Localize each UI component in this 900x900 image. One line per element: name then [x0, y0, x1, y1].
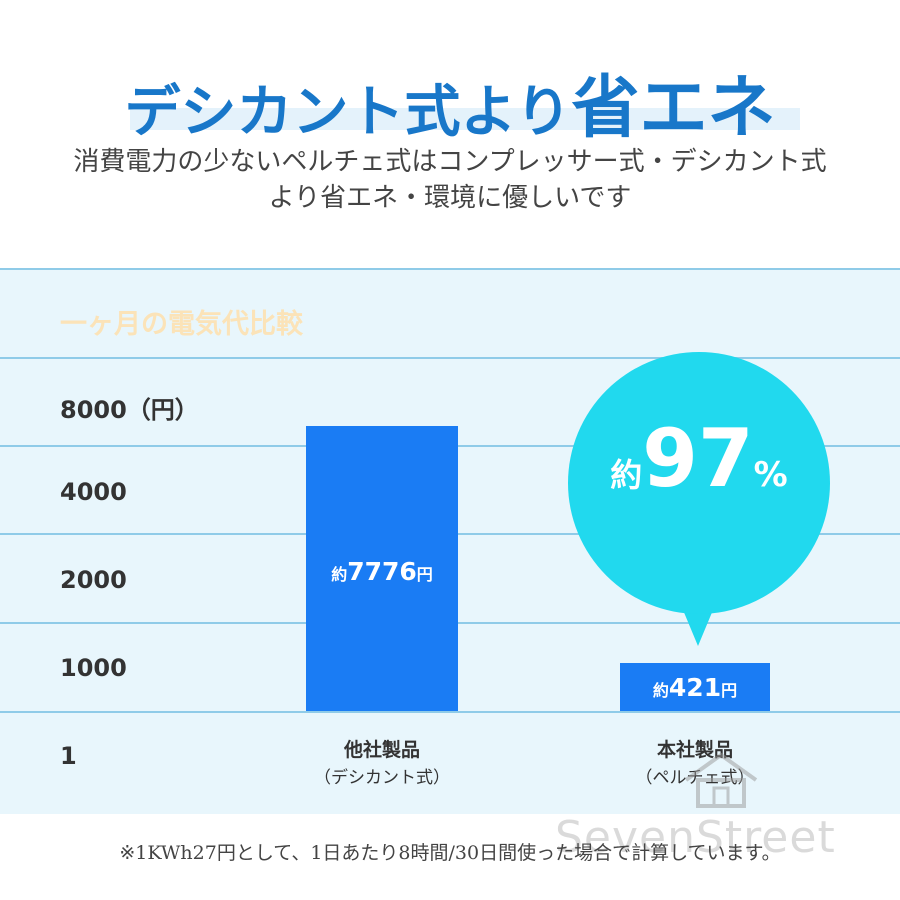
y-tick-label: 4000 [60, 478, 127, 506]
subtitle-line-1: 消費電力の少ないペルチェ式はコンプレッサー式・デシカント式 [73, 147, 827, 177]
value-prefix: 約 [652, 681, 669, 700]
y-tick-label: 2000 [60, 566, 127, 594]
category-name: 他社製品 [343, 739, 420, 761]
gridline [0, 268, 900, 270]
headline-part1: デシカント式より [124, 79, 572, 145]
callout-suffix: % [753, 455, 788, 495]
callout-number: 97 [642, 412, 754, 505]
watermark: SevenStreet [555, 812, 836, 863]
callout-prefix: 約 [610, 456, 643, 494]
value-prefix: 約 [331, 565, 348, 584]
category-sub: （デシカント式） [314, 768, 450, 788]
headline-underline [130, 108, 800, 130]
subtitle: 消費電力の少ないペルチェ式はコンプレッサー式・デシカント式 より省エネ・環境に優… [0, 144, 900, 216]
bar-other-product [306, 426, 458, 711]
bar-value-label-ours: 約421円 [620, 673, 770, 702]
category-sub: （ペルチェ式） [635, 768, 755, 788]
bar-value-label-other: 約7776円 [306, 557, 458, 586]
category-label-ours: 本社製品 （ペルチェ式） [565, 736, 825, 792]
y-tick-label: 1000 [60, 654, 127, 682]
category-name: 本社製品 [656, 739, 733, 761]
headline-part2: 省エネ [571, 68, 776, 148]
y-tick-label: 1 [60, 742, 77, 770]
category-label-other: 他社製品 （デシカント式） [252, 736, 512, 792]
watermark-house-icon [684, 752, 758, 808]
value-number: 421 [668, 673, 722, 702]
gridline [0, 357, 900, 359]
chart-title: 一ヶ月の電気代比較 [60, 309, 303, 340]
value-number: 7776 [347, 557, 417, 586]
headline: デシカント式より省エネ [0, 52, 900, 151]
y-tick-label: 8000（円） [60, 396, 199, 424]
callout-bubble [568, 352, 830, 614]
value-suffix: 円 [416, 565, 433, 584]
callout-text: 約97% [568, 412, 830, 505]
value-suffix: 円 [721, 681, 738, 700]
subtitle-line-2: より省エネ・環境に優しいです [268, 183, 632, 213]
bar-our-product [620, 663, 770, 711]
footnote: ※1KWh27円として、1日あたり8時間/30日間使った場合で計算しています。 [119, 842, 781, 864]
gridline [0, 711, 900, 713]
